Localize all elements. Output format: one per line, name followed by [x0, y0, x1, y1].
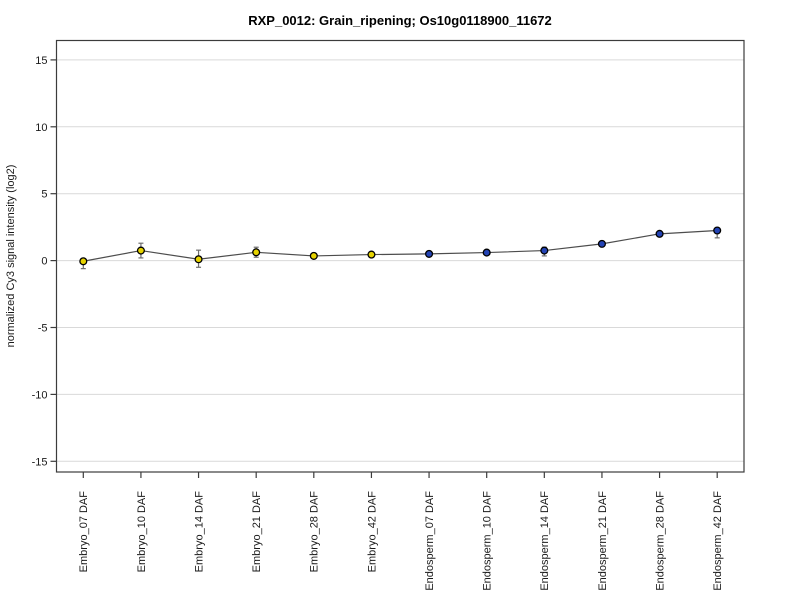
y-tick-label: 5	[41, 189, 47, 201]
x-tick-label: Embryo_10 DAF	[136, 491, 148, 573]
y-tick-label: -5	[38, 322, 48, 334]
data-point	[425, 249, 434, 258]
data-point	[309, 251, 318, 260]
plot-border	[55, 39, 745, 473]
data-point	[655, 229, 664, 238]
data-point	[482, 248, 491, 257]
x-tick-label: Endosperm_28 DAF	[654, 491, 666, 591]
x-tick-label: Embryo_42 DAF	[366, 491, 378, 573]
data-point	[252, 248, 261, 257]
x-tick-label: Endosperm_21 DAF	[597, 491, 609, 591]
series-line	[83, 229, 718, 262]
y-axis-label: normalized Cy3 signal intensity (log2)	[5, 165, 17, 348]
data-point	[194, 255, 203, 264]
x-tick-label: Embryo_28 DAF	[309, 491, 321, 573]
plot-area: 15 10 5 0 -5 -10 -15 Embryo_07 DAF Embryo_10 DAF…	[32, 39, 745, 591]
y-tick-label: -15	[32, 456, 48, 468]
x-tick-label: Endosperm_42 DAF	[712, 491, 724, 591]
data-point	[540, 246, 549, 255]
x-tick-label: Endosperm_10 DAF	[482, 491, 494, 591]
x-tick-label: Embryo_14 DAF	[193, 491, 205, 573]
data-point	[713, 226, 722, 235]
data-point	[79, 257, 88, 266]
y-tick-label: -10	[32, 389, 48, 401]
data-point	[597, 239, 606, 248]
data-point	[136, 246, 145, 255]
chart-title: RXP_0012: Grain_ripening; Os10g0118900_1…	[248, 13, 552, 28]
data-point	[367, 250, 376, 259]
x-tick-label: Embryo_21 DAF	[251, 491, 263, 573]
x-tick-label: Endosperm_07 DAF	[424, 491, 436, 591]
x-tick-label: Endosperm_14 DAF	[539, 491, 551, 591]
x-tick-label: Embryo_07 DAF	[78, 491, 90, 573]
y-tick-label: 0	[41, 256, 47, 268]
y-tick-label: 10	[35, 122, 47, 134]
y-tick-label: 15	[35, 55, 47, 67]
